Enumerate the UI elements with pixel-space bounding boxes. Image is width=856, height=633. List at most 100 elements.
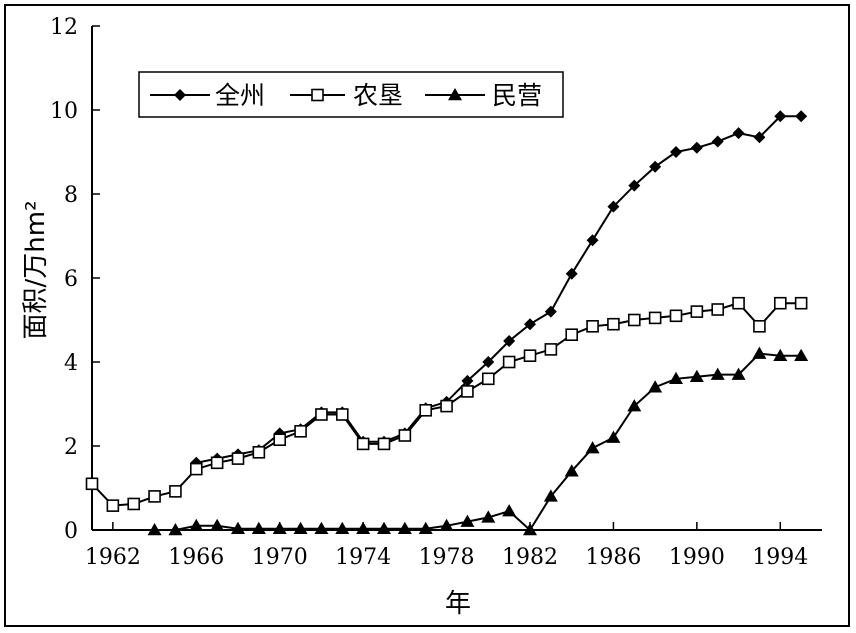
- diamond-marker: [795, 110, 808, 123]
- square-marker: [711, 303, 725, 316]
- y-axis-title: 面积/万hm²: [21, 201, 51, 340]
- square-marker: [127, 497, 141, 511]
- triangle-marker: [627, 399, 642, 412]
- triangle-marker: [439, 518, 454, 532]
- square-marker: [169, 485, 182, 498]
- triangle-marker: [418, 521, 433, 534]
- x-tick-label: 1986: [585, 545, 641, 570]
- triangle-marker: [585, 441, 600, 454]
- triangle-marker: [251, 521, 266, 534]
- square-marker: [523, 349, 537, 363]
- diamond-marker: [732, 127, 745, 140]
- diamond-marker: [649, 160, 662, 173]
- square-marker: [335, 408, 349, 421]
- y-tick-label: 0: [64, 519, 78, 544]
- square-marker: [732, 296, 745, 310]
- triangle-marker: [460, 514, 475, 527]
- square-marker: [231, 452, 245, 465]
- triangle-marker: [210, 518, 225, 532]
- triangle-marker: [606, 430, 621, 443]
- series-2: [85, 296, 808, 512]
- x-tick-label: 1990: [669, 545, 725, 570]
- square-marker: [440, 399, 453, 413]
- diamond-marker: [628, 179, 641, 192]
- square-marker: [252, 445, 266, 459]
- triangle-marker: [189, 518, 204, 532]
- square-marker: [586, 319, 599, 333]
- triangle-marker: [773, 348, 788, 361]
- legend-item-3: 民营: [425, 81, 542, 110]
- diamond-marker: [670, 146, 682, 158]
- series-3: [147, 346, 809, 536]
- triangle-marker: [231, 521, 245, 534]
- square-marker: [565, 328, 579, 342]
- square-marker: [189, 462, 203, 476]
- diamond-marker: [711, 135, 724, 148]
- square-marker: [210, 456, 224, 470]
- y-tick-label: 6: [64, 267, 78, 292]
- diamond-marker: [690, 141, 703, 154]
- triangle-marker: [502, 504, 517, 517]
- square-marker: [356, 437, 370, 451]
- legend-item-1: 全州: [150, 81, 265, 110]
- square-marker: [481, 372, 495, 386]
- diamond-marker: [482, 356, 495, 368]
- series-line: [196, 115, 802, 464]
- legend-label: 农垦: [353, 81, 403, 110]
- square-marker: [648, 311, 662, 325]
- square-marker: [148, 490, 161, 503]
- square-marker: [502, 355, 516, 369]
- triangle-marker: [564, 464, 579, 477]
- diamond-marker: [503, 335, 516, 347]
- diamond-marker: [586, 234, 599, 247]
- square-marker: [315, 408, 328, 421]
- series-1: [190, 110, 808, 469]
- triangle-marker: [147, 523, 162, 536]
- triangle-marker: [448, 88, 462, 101]
- triangle-marker: [397, 521, 412, 534]
- diamond-marker: [544, 305, 557, 318]
- triangle-marker: [710, 367, 725, 380]
- square-marker: [773, 296, 787, 310]
- square-marker: [794, 296, 808, 310]
- triangle-marker: [523, 523, 537, 536]
- diamond-marker: [753, 131, 766, 144]
- square-marker: [377, 437, 391, 451]
- legend-label: 民营: [492, 81, 542, 110]
- diamond-marker: [461, 374, 474, 387]
- triangle-marker: [272, 521, 287, 534]
- diamond-marker: [524, 318, 536, 331]
- square-marker: [669, 309, 683, 323]
- y-tick-label: 12: [50, 15, 78, 40]
- square-marker: [627, 313, 641, 327]
- x-tick-label: 1994: [752, 545, 808, 570]
- series-layer: [85, 110, 809, 536]
- x-tick-label: 1978: [419, 545, 475, 570]
- diamond-marker: [607, 200, 620, 213]
- square-marker: [690, 305, 704, 318]
- diamond-marker: [774, 110, 787, 123]
- square-marker: [106, 499, 120, 512]
- series-line: [154, 352, 802, 532]
- x-tick-label: 1974: [335, 545, 391, 570]
- square-marker: [311, 88, 324, 102]
- triangle-marker: [335, 521, 350, 534]
- square-marker: [607, 317, 620, 331]
- triangle-marker: [356, 521, 371, 534]
- square-marker: [398, 429, 412, 442]
- x-axis-title: 年: [445, 589, 471, 619]
- square-marker: [419, 403, 433, 417]
- triangle-marker: [669, 371, 683, 385]
- triangle-marker: [314, 521, 329, 534]
- square-marker: [461, 385, 474, 398]
- legend-item-2: 农垦: [290, 81, 403, 110]
- legend-label: 全州: [215, 81, 265, 110]
- y-tick-label: 10: [50, 99, 78, 124]
- diamond-marker: [174, 89, 186, 101]
- triangle-marker: [648, 380, 663, 393]
- legend: 全州 农垦 民营: [138, 71, 564, 118]
- triangle-marker: [752, 346, 767, 359]
- y-tick-label: 2: [64, 435, 78, 460]
- square-marker: [85, 477, 99, 491]
